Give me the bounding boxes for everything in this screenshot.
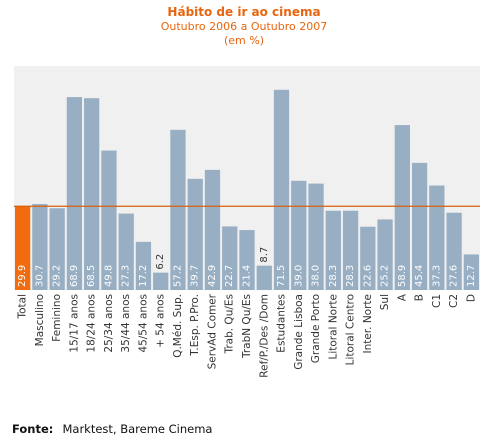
x-tick-label-10: T.Esp. P.Pro. [189,294,201,357]
bar-17 [308,183,324,290]
value-label-14: 8.7 [259,247,270,263]
x-tick-label-6: 35/44 anos [120,294,132,353]
bars-group [15,89,479,290]
x-tick-label-18: Litoral Norte [327,294,339,360]
value-label-8: 6.2 [155,254,166,270]
bar-15 [273,89,290,290]
bar-5 [101,150,117,290]
x-tick-label-3: 15/17 anos [68,294,80,353]
value-label-19: 28.3 [345,265,356,287]
x-tick-label-22: A [396,293,408,301]
value-label-9: 57.2 [172,265,183,287]
x-tick-label-14: Ref/P./Des /Dom [258,294,270,378]
x-tick-labels-group: Total Masculino Feminino 15/17 anos 18/24 an… [17,293,478,378]
x-tick-label-2: Feminino [51,294,63,342]
bar-19 [342,210,359,290]
source-text: Marktest, Bareme Cinema [62,422,212,436]
value-label-22: 58.9 [397,265,408,287]
bar-26 [463,254,479,290]
value-label-12: 22.7 [224,265,235,287]
bar-6 [118,213,134,290]
x-tick-label-24: C1 [431,294,443,308]
svg-text:Fonte: Marktest, Barem: Fonte: Marktest, Bareme Cinema [12,418,212,437]
x-tick-label-8: + 54 anos [155,294,167,348]
value-label-5: 49.8 [103,265,114,287]
bar-2 [49,208,65,290]
bar-12 [222,226,238,290]
bar-16 [291,180,307,290]
x-tick-label-4: 18/24 anos [86,294,98,353]
bar-18 [325,210,341,290]
value-label-18: 28.3 [328,265,339,287]
value-label-13: 21.4 [242,265,253,287]
value-label-0: 29.9 [17,265,28,287]
x-tick-label-19: Litoral Centro [345,294,357,365]
source-note: Fonte: Marktest, Bareme Cinema [12,418,212,437]
value-label-26: 12.7 [466,265,477,287]
value-label-16: 39.0 [293,265,304,287]
value-label-17: 38.0 [311,265,322,287]
value-label-3: 68.9 [69,265,80,287]
bar-21 [377,219,393,290]
x-tick-label-12: Trab. Qu/Es [224,294,236,355]
x-tick-label-20: Inter. Norte [362,294,374,354]
x-tick-label-23: B [414,294,426,301]
value-label-7: 17.2 [138,265,149,287]
chart-subtitle: Outubro 2006 a Outubro 2007 [161,20,328,33]
x-tick-label-5: 25/34 anos [103,294,115,353]
chart-title: Hábito de ir ao cinema [167,5,320,19]
x-tick-label-1: Masculino [34,294,46,346]
x-tick-label-16: Grande Lisboa [293,294,305,370]
bar-3 [66,97,83,290]
value-label-20: 22.6 [362,265,373,287]
x-tick-label-15: Estudantes [276,294,288,353]
x-tick-label-21: Sul [379,294,391,310]
value-label-21: 25.2 [380,265,391,287]
value-label-10: 39.7 [190,265,201,287]
value-label-24: 37.3 [431,265,442,287]
bar-1 [32,204,48,290]
value-labels-group: 29.9 30.7 29.2 68.9 68.5 49.8 27.3 17.2 6.2 57.2 3… [17,247,477,287]
bar-7 [135,241,152,290]
bar-24 [429,185,445,290]
value-label-15: 71.5 [276,265,287,287]
bar-25 [446,212,462,290]
bar-8 [153,272,169,290]
source-label: Fonte: [12,422,53,436]
x-tick-label-26: D [465,294,477,302]
value-label-6: 27.3 [121,265,132,287]
value-label-2: 29.2 [52,265,63,287]
x-tick-label-0: Total [17,294,29,320]
bar-13 [239,230,255,290]
bar-4 [84,98,100,290]
value-label-4: 68.5 [86,265,97,287]
value-label-11: 42.9 [207,265,218,287]
value-label-25: 27.6 [449,265,460,287]
x-tick-label-7: 45/54 anos [137,294,149,353]
chart-unit: (em %) [224,34,264,47]
bar-11 [204,169,221,290]
value-label-23: 45.4 [414,265,425,287]
bar-23 [411,162,428,290]
bar-22 [394,125,410,290]
value-label-1: 30.7 [34,265,45,287]
x-tick-label-17: Grande Porto [310,294,322,363]
bar-0 [15,206,31,290]
x-tick-label-9: Q.Méd. Sup. [172,294,184,358]
bar-14 [256,265,272,290]
bar-9 [170,129,186,290]
x-tick-label-11: ServAd Comer [206,293,218,369]
bar-20 [360,226,376,290]
x-tick-label-25: C2 [448,294,460,308]
x-tick-label-13: TrabN Qu/Es [241,294,253,359]
